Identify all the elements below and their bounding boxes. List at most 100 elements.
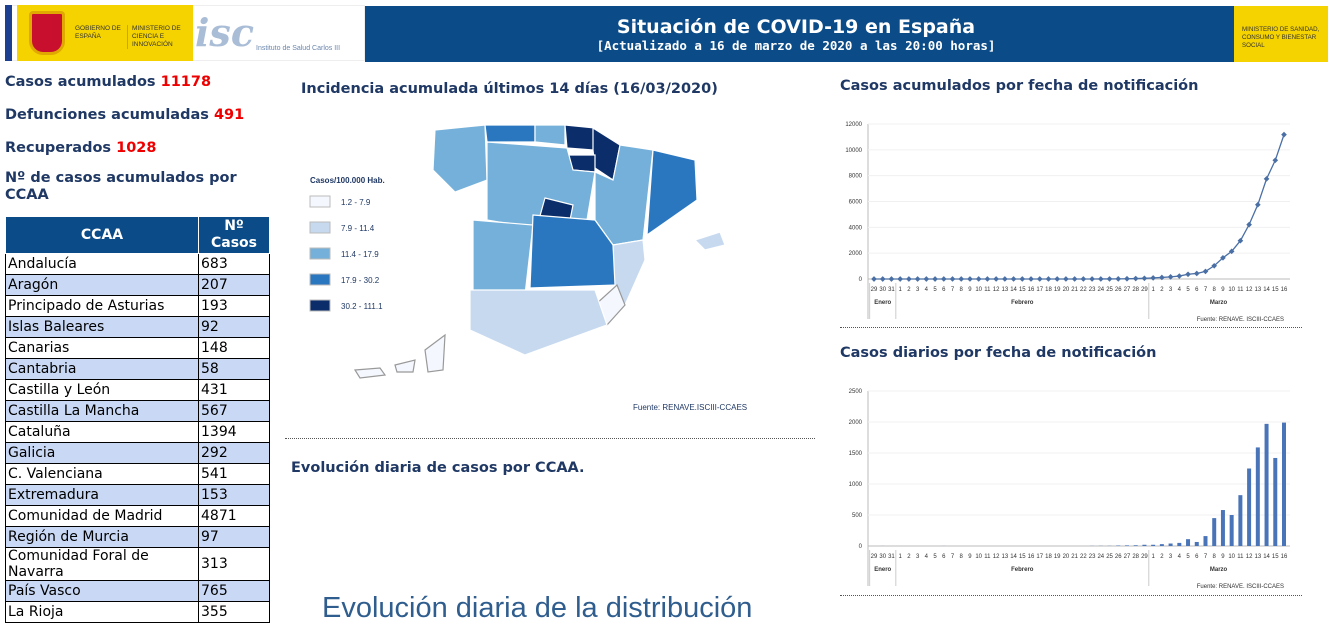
x-tick-label: 11 [1237, 554, 1244, 560]
divider [840, 595, 1302, 596]
x-tick-label: 4 [925, 554, 929, 560]
coat-of-arms-icon [29, 11, 65, 55]
y-tick-label: 2500 [849, 389, 863, 395]
table-row: Cantabria 58 [5, 358, 270, 380]
cell-casos: 193 [198, 295, 270, 317]
data-point [1019, 276, 1026, 282]
legend-swatch [309, 221, 331, 234]
month-label: Enero [874, 567, 891, 573]
x-tick-label: 9 [968, 554, 972, 560]
x-tick-label: 9 [968, 287, 972, 293]
legend-label: 11.4 - 17.9 [341, 250, 379, 259]
table-row: Extremadura 153 [5, 484, 270, 506]
cell-casos: 541 [198, 463, 270, 485]
map-source: Fuente: RENAVE.ISCIII-CCAES [633, 403, 747, 412]
table-row: Principado de Asturias 193 [5, 295, 270, 317]
x-tick-label: 2 [1160, 287, 1164, 293]
x-tick-label: 14 [1263, 287, 1270, 293]
data-point [1002, 276, 1008, 282]
data-point [1167, 274, 1174, 280]
cell-ccaa: C. Valenciana [5, 463, 199, 485]
data-point [932, 276, 938, 282]
data-point [984, 276, 991, 282]
page-title: Situación de COVID-19 en España [616, 16, 976, 38]
data-point [1246, 221, 1252, 228]
cell-casos: 153 [198, 484, 270, 506]
cell-casos: 1394 [198, 421, 270, 443]
data-point [1115, 276, 1122, 282]
x-tick-label: 17 [1036, 287, 1043, 293]
x-tick-label: 8 [1213, 287, 1217, 293]
table-row: Cataluña 1394 [5, 421, 270, 443]
data-point [1281, 131, 1287, 138]
data-point [1054, 276, 1061, 282]
cell-casos: 58 [198, 358, 270, 380]
bar [1142, 544, 1147, 546]
x-tick-label: 11 [1237, 287, 1244, 293]
x-tick-label: 8 [1213, 554, 1217, 560]
cell-ccaa: Aragón [5, 274, 199, 296]
cell-casos: 4871 [198, 505, 270, 527]
x-tick-label: 15 [1019, 554, 1026, 560]
x-tick-label: 14 [1010, 287, 1017, 293]
map-region-valencia [612, 239, 646, 307]
divider [285, 438, 815, 439]
bar [1186, 539, 1191, 546]
evolucion-big-title: Evolución diaria de la distribución [322, 592, 753, 624]
table-row: Andalucía 683 [5, 253, 270, 275]
map-region-canarias [353, 333, 446, 379]
x-tick-label: 24 [1097, 554, 1104, 560]
x-tick-label: 8 [960, 554, 964, 560]
y-tick-label: 6000 [849, 200, 863, 206]
map-region-cantabria [534, 124, 566, 146]
data-point [958, 276, 965, 282]
x-tick-label: 20 [1063, 554, 1070, 560]
data-point [1028, 276, 1034, 282]
y-tick-label: 4000 [849, 225, 863, 231]
x-tick-label: 13 [1254, 287, 1261, 293]
x-tick-label: 10 [975, 554, 982, 560]
data-point [1106, 276, 1113, 282]
x-tick-label: 4 [1178, 287, 1182, 293]
data-point [914, 276, 921, 282]
legend-swatch [309, 299, 331, 312]
table-row: Canarias 148 [5, 337, 270, 359]
data-point [1237, 237, 1244, 244]
x-tick-label: 29 [871, 554, 878, 560]
table-row: País Vasco 765 [5, 580, 270, 602]
logo-ministerio-ciencia-text: MINISTERIO DE CIENCIA E INNOVACIÓN [127, 25, 189, 49]
x-tick-label: 9 [1221, 554, 1225, 560]
legend-label: 7.9 - 11.4 [341, 224, 375, 233]
x-tick-label: 27 [1124, 287, 1131, 293]
y-tick-label: 1000 [849, 482, 863, 488]
x-tick-label: 4 [1178, 554, 1182, 560]
x-tick-label: 15 [1272, 287, 1279, 293]
x-tick-label: 7 [951, 287, 955, 293]
x-tick-label: 21 [1071, 554, 1078, 560]
data-point [1220, 255, 1226, 261]
legend-label: 17.9 - 30.2 [341, 276, 380, 285]
ccaa-table: CCAA Nº Casos Andalucía 683 Aragón 207 Princ… [5, 216, 270, 623]
data-point [879, 276, 886, 282]
cell-casos: 148 [198, 337, 270, 359]
x-tick-label: 12 [1246, 287, 1253, 293]
map-region-navarra [592, 126, 621, 181]
x-tick-label: 26 [1115, 287, 1122, 293]
x-tick-label: 17 [1036, 554, 1043, 560]
x-tick-label: 16 [1281, 287, 1288, 293]
chart-source: Fuente: RENAVE. ISCIII-CCAES [1197, 584, 1284, 590]
x-tick-label: 1 [898, 554, 902, 560]
x-tick-label: 1 [898, 287, 902, 293]
cell-casos: 567 [198, 400, 270, 422]
x-tick-label: 14 [1263, 554, 1270, 560]
data-point [923, 276, 930, 282]
ministerio-sanidad-logo: MINISTERIO DE SANIDAD, CONSUMO Y BIENEST… [1227, 6, 1328, 62]
data-point [1150, 275, 1156, 281]
x-tick-label: 3 [916, 554, 920, 560]
page-subtitle: [Actualizado a 16 de marzo de 2020 a las… [596, 38, 996, 53]
cell-casos: 292 [198, 442, 270, 464]
data-point [1272, 157, 1279, 164]
x-tick-label: 20 [1063, 287, 1070, 293]
table-row: Galicia 292 [5, 442, 270, 464]
